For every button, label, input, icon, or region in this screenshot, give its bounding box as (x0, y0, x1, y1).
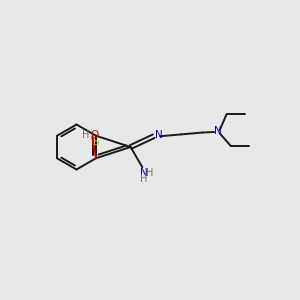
Text: O: O (91, 130, 99, 140)
Text: H: H (146, 168, 153, 178)
Text: S: S (93, 137, 99, 147)
Text: H: H (82, 130, 89, 140)
Text: N: N (214, 126, 222, 136)
Text: H: H (140, 174, 148, 184)
Text: N: N (155, 130, 163, 140)
Text: N: N (140, 168, 148, 178)
